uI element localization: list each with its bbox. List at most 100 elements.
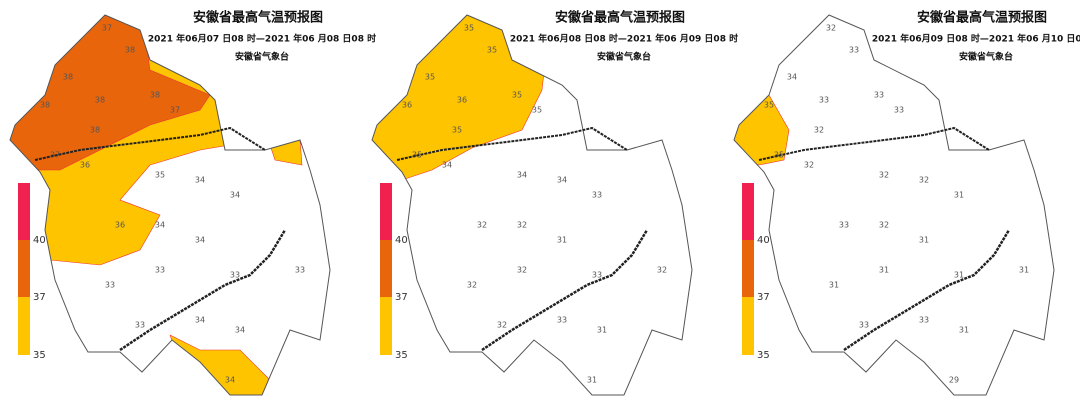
legend-label: 37	[395, 292, 408, 303]
station-temp: 33	[230, 271, 240, 280]
station-temp: 34	[442, 161, 452, 170]
huai-river	[34, 126, 266, 161]
station-temp: 33	[295, 266, 305, 275]
station-temp: 32	[879, 221, 889, 230]
province-outline	[9, 14, 331, 396]
station-temp: 34	[155, 221, 165, 230]
map-period: 2021 年06月08 日08 时—2021 年06 月09 日08 时	[510, 33, 738, 45]
station-temp: 35	[452, 126, 462, 135]
station-temp: 38	[125, 46, 135, 55]
map-issuer: 安徽省气象台	[597, 51, 651, 63]
legend-swatch	[380, 183, 392, 240]
station-temp: 34	[225, 376, 235, 385]
map-issuer: 安徽省气象台	[235, 51, 289, 63]
station-temp: 32	[467, 281, 477, 290]
station-temp: 33	[894, 106, 904, 115]
legend-swatch	[18, 183, 30, 240]
station-temp: 38	[95, 96, 105, 105]
legend-swatch	[742, 183, 754, 240]
map-title: 安徽省最高气温预报图	[193, 10, 323, 26]
legend-label: 40	[395, 235, 408, 246]
legend-swatch	[742, 240, 754, 297]
station-temp: 38	[63, 73, 73, 82]
station-temp: 35	[464, 24, 474, 33]
map-period: 2021 年06月09 日08 时—2021 年06 月10 日08 时	[872, 33, 1080, 45]
station-temp: 38	[40, 101, 50, 110]
station-temp: 32	[517, 266, 527, 275]
station-temp: 32	[919, 176, 929, 185]
station-temp: 31	[597, 326, 607, 335]
legend-label: 40	[33, 235, 46, 246]
legend-label: 37	[757, 292, 770, 303]
station-temp: 32	[477, 221, 487, 230]
legend-swatch	[742, 297, 754, 355]
station-temp: 35	[764, 101, 774, 110]
station-temp: 37	[50, 151, 60, 160]
station-temp: 37	[102, 24, 112, 33]
map-title: 安徽省最高气温预报图	[555, 10, 685, 26]
legend-swatch	[380, 240, 392, 297]
map-panel: 安徽省最高气温预报图 2021 年06月09 日08 时—2021 年06 月10…	[733, 10, 1080, 396]
station-temp: 35	[412, 151, 422, 160]
station-temp: 33	[135, 321, 145, 330]
station-temp: 32	[657, 266, 667, 275]
legend-label: 35	[757, 350, 770, 361]
station-temp: 34	[517, 171, 527, 180]
station-temp: 31	[954, 271, 964, 280]
station-temp: 35	[425, 73, 435, 82]
station-temp: 33	[155, 266, 165, 275]
station-temp: 34	[787, 73, 797, 82]
province-fill	[734, 15, 1054, 395]
station-temp: 34	[195, 236, 205, 245]
station-temp: 31	[954, 191, 964, 200]
station-temp: 35	[512, 91, 522, 100]
station-temp: 31	[1019, 266, 1029, 275]
map-panel: 安徽省最高气温预报图 2021 年06月07 日08 时—2021 年06 月08…	[9, 10, 376, 396]
legend-label: 35	[395, 350, 408, 361]
station-temp: 34	[557, 176, 567, 185]
station-temp: 33	[874, 91, 884, 100]
station-temp: 32	[517, 221, 527, 230]
station-temp: 36	[115, 221, 125, 230]
legend-label: 35	[33, 350, 46, 361]
legend-swatch	[18, 297, 30, 355]
station-temp: 34	[230, 191, 240, 200]
station-temp: 33	[849, 46, 859, 55]
station-temp: 32	[497, 321, 507, 330]
map-issuer: 安徽省气象台	[959, 51, 1013, 63]
station-temp: 35	[155, 171, 165, 180]
station-temp: 33	[819, 96, 829, 105]
station-temp: 35	[487, 46, 497, 55]
station-temp: 35	[774, 151, 784, 160]
station-temp: 36	[402, 101, 412, 110]
station-temp: 37	[170, 106, 180, 115]
station-temp: 33	[557, 316, 567, 325]
station-temp: 32	[879, 171, 889, 180]
map-period: 2021 年06月07 日08 时—2021 年06 月08 日08 时	[148, 33, 376, 45]
station-temp: 33	[839, 221, 849, 230]
province-outline	[371, 14, 693, 396]
station-temp: 33	[592, 191, 602, 200]
station-temp: 33	[919, 316, 929, 325]
station-temp: 31	[587, 376, 597, 385]
station-temp: 29	[949, 376, 959, 385]
yangtze-river	[119, 229, 287, 352]
map-title: 安徽省最高气温预报图	[917, 10, 1047, 26]
station-temp: 31	[829, 281, 839, 290]
station-temp: 32	[804, 161, 814, 170]
station-temp: 34	[235, 326, 245, 335]
station-temp: 31	[879, 266, 889, 275]
station-temp: 38	[150, 91, 160, 100]
huai-river	[396, 126, 628, 161]
station-temp: 33	[105, 281, 115, 290]
yangtze-river	[481, 229, 649, 352]
legend-label: 40	[757, 235, 770, 246]
legend-label: 37	[33, 292, 46, 303]
station-temp: 33	[859, 321, 869, 330]
station-temp: 33	[592, 271, 602, 280]
yangtze-river	[843, 229, 1011, 352]
station-temp: 34	[195, 316, 205, 325]
station-temp: 36	[457, 96, 467, 105]
station-temp: 38	[90, 126, 100, 135]
